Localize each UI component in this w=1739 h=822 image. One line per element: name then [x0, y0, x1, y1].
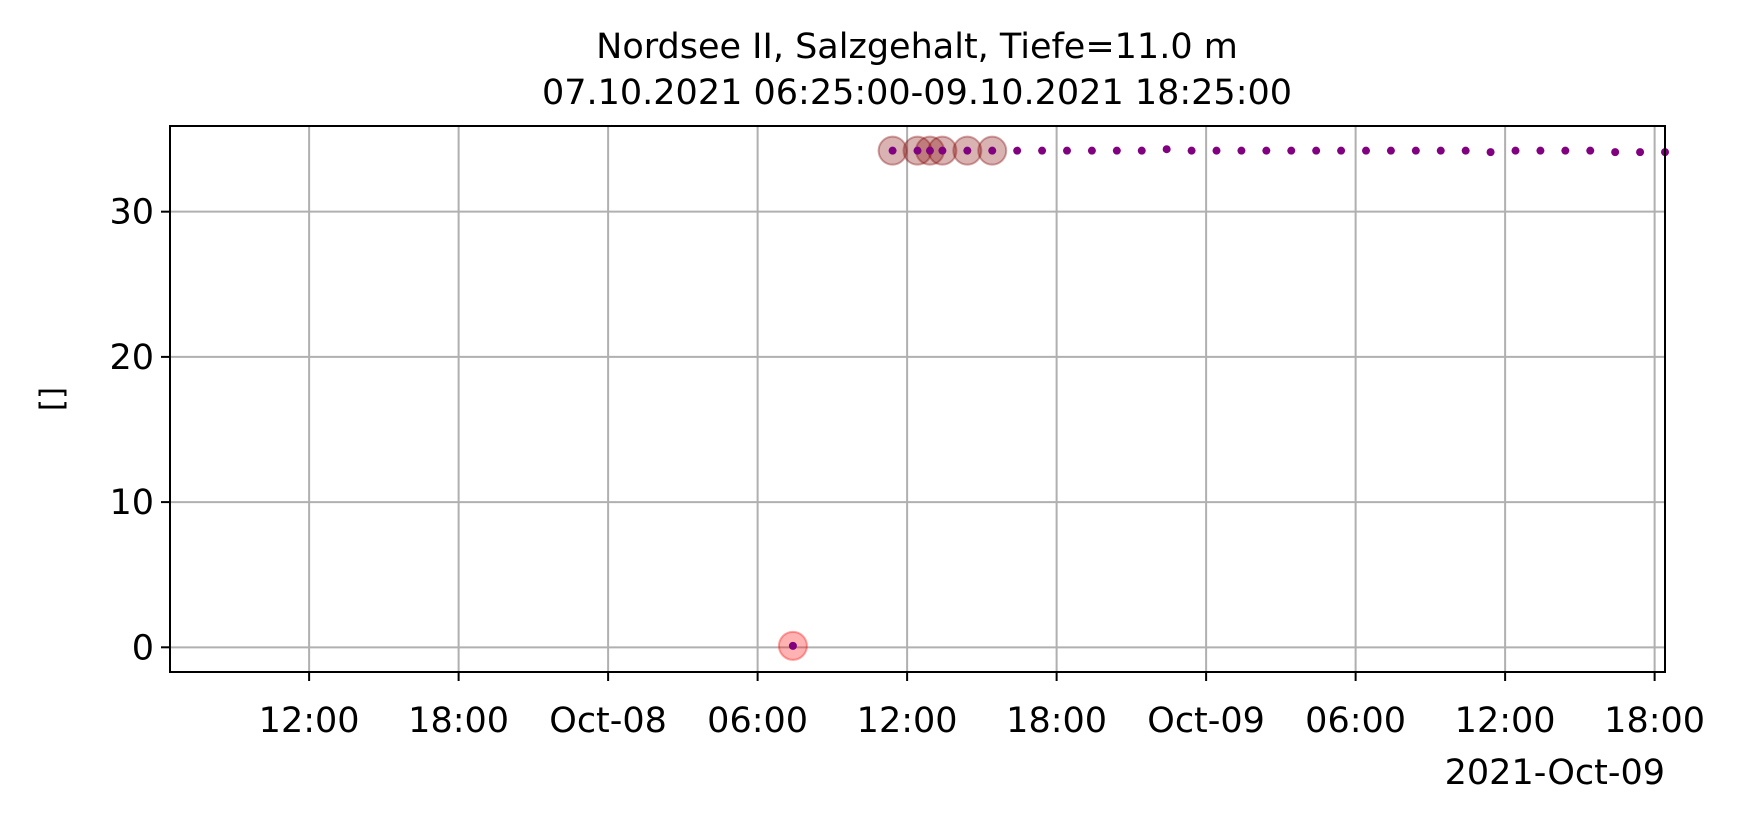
data-point	[1137, 146, 1146, 155]
x-tick-label: 18:00	[408, 701, 509, 741]
data-point	[1337, 146, 1346, 155]
data-markers	[777, 135, 1669, 661]
x-tick-label: Oct-08	[549, 701, 667, 741]
data-point	[938, 146, 947, 155]
data-point	[1262, 146, 1271, 155]
x-tick-label: 12:00	[857, 701, 958, 741]
data-point	[1561, 146, 1570, 155]
data-point	[1312, 146, 1321, 155]
data-point	[1362, 146, 1370, 155]
data-point	[1063, 146, 1071, 155]
data-point	[1386, 146, 1395, 155]
data-point	[1536, 146, 1545, 155]
chart-title-line-1: Nordsee II, Salzgehalt, Tiefe=11.0 m	[596, 27, 1238, 67]
y-tick-label: 30	[109, 193, 154, 233]
data-point	[1461, 146, 1470, 155]
x-tick-label: 06:00	[1305, 701, 1406, 741]
data-point	[1287, 146, 1296, 155]
x-tick-label: 12:00	[259, 701, 360, 741]
data-point	[1087, 146, 1096, 155]
x-tick-label: 12:00	[1455, 701, 1556, 741]
y-tick-label: 20	[109, 338, 154, 378]
data-point	[925, 146, 934, 155]
chart-title-line-2: 07.10.2021 06:25:00-09.10.2021 18:25:00	[542, 73, 1292, 113]
data-point	[1187, 146, 1196, 155]
x-tick-label: 06:00	[707, 701, 808, 741]
data-point	[913, 146, 922, 155]
data-point	[1112, 146, 1121, 155]
x-tick-label: Oct-09	[1147, 701, 1265, 741]
y-axis-label: []	[34, 387, 70, 411]
y-tick-label: 10	[109, 483, 154, 523]
data-point	[963, 146, 972, 155]
data-point	[1586, 146, 1595, 155]
data-point	[888, 146, 897, 155]
data-point	[1013, 146, 1022, 155]
grid-lines	[170, 126, 1665, 672]
data-point	[1511, 146, 1520, 155]
data-point	[788, 641, 797, 650]
data-point	[1486, 148, 1495, 157]
y-tick-label: 0	[132, 628, 154, 668]
data-point	[1411, 146, 1420, 155]
data-point	[988, 146, 997, 155]
data-point	[1636, 148, 1645, 157]
data-point	[1436, 146, 1445, 155]
x-axis-offset-label: 2021-Oct-09	[1445, 753, 1665, 793]
y-axis: 0 10 20 30	[109, 193, 170, 668]
x-tick-label: 18:00	[1604, 701, 1705, 741]
x-tick-label: 18:00	[1006, 701, 1107, 741]
data-point	[1038, 146, 1047, 155]
data-point	[1212, 146, 1221, 155]
plot-frame	[169, 125, 1666, 673]
data-point	[1162, 145, 1171, 154]
data-point	[1237, 146, 1246, 155]
x-axis: 12:00 18:00 Oct-08 06:00 12:00 18:00 Oct-09 06:…	[259, 672, 1705, 741]
data-point	[1611, 148, 1620, 157]
